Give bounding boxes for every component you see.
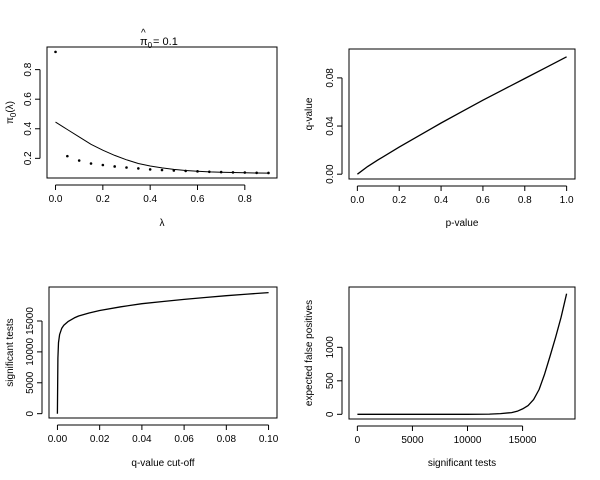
x-tick-label: 0.02	[90, 434, 110, 445]
y-axis-label: significant tests	[5, 318, 16, 386]
title-subscript: 0	[148, 41, 153, 50]
title-hat: ^	[141, 28, 146, 39]
series-line-sigtests	[56, 291, 269, 414]
y-tick-label: 500	[325, 372, 336, 389]
y-label-subscript: 0	[9, 112, 18, 117]
pi0-estimate-point	[89, 162, 93, 165]
x-axis-label: significant tests	[428, 458, 496, 469]
x-axis: 0 5000 10000 15000	[355, 425, 537, 446]
y-tick-label: 0.04	[325, 116, 336, 136]
plot-frame	[46, 46, 278, 179]
y-axis-label: π0(λ)	[5, 101, 18, 124]
data-layer	[357, 293, 568, 415]
panel-qvalue: 0.0 0.2 0.4 0.6 0.8 1.0 0.00 0.04 0.08 p-value q-v…	[304, 48, 576, 229]
x-tick-label: 0.6	[191, 194, 205, 205]
y-tick-label: 0.8	[23, 62, 34, 76]
y-axis: 0.00 0.04 0.08	[325, 68, 343, 184]
y-axis-label: q-value	[304, 97, 315, 130]
x-tick-label: 0.8	[518, 195, 532, 206]
series-line-falsepos	[357, 293, 568, 415]
pi0-estimate-point	[125, 166, 128, 169]
pi0-estimate-point	[54, 50, 57, 54]
pi0-estimate-point	[148, 168, 152, 171]
x-tick-label: 0.0	[350, 195, 364, 206]
x-tick-label: 0.0	[49, 194, 63, 205]
title-symbol: π	[140, 36, 148, 48]
panel-sigtests: 0.00 0.02 0.04 0.06 0.08 0.10 0 5000 10000 15000 q…	[5, 286, 279, 469]
y-tick-label: 0.4	[23, 121, 34, 135]
smoother-curve	[55, 121, 269, 174]
y-tick-label: 1000	[325, 336, 336, 359]
x-axis: 0.0 0.2 0.4 0.6 0.8 1.0	[350, 185, 574, 206]
plot-frame	[48, 286, 278, 419]
y-axis: 0 5000 10000 15000	[25, 307, 43, 416]
y-axis: 0 500 1000	[325, 336, 343, 417]
x-axis-label: λ	[160, 218, 165, 229]
title-text: π0= 0.1	[140, 36, 178, 50]
plot-frame	[348, 48, 576, 180]
x-tick-label: 0.00	[48, 434, 68, 445]
x-tick-label: 0.8	[238, 194, 252, 205]
x-tick-label: 0.6	[476, 195, 490, 206]
panel-falsepos: 0 5000 10000 15000 0 500 1000 significant tests…	[304, 286, 576, 469]
plot-frame	[348, 286, 576, 420]
series-line-qvalue	[357, 56, 567, 175]
x-axis: 0.00 0.02 0.04 0.06 0.08 0.10	[48, 424, 279, 445]
y-tick-label: 0.6	[23, 92, 34, 106]
x-tick-label: 0.2	[96, 194, 110, 205]
data-layer	[56, 291, 269, 414]
pi0-estimate-point	[66, 154, 69, 158]
data-layer	[357, 56, 567, 175]
pi0-estimate-point	[113, 165, 116, 168]
y-label-symbol: π	[5, 117, 16, 124]
x-tick-label: 0	[355, 435, 361, 446]
y-tick-label: 0	[25, 410, 36, 416]
x-tick-label: 15000	[509, 435, 537, 446]
x-tick-label: 10000	[454, 435, 482, 446]
pi0-estimate-point	[77, 159, 81, 162]
y-tick-label: 0.2	[23, 151, 34, 165]
x-tick-label: 0.4	[143, 194, 157, 205]
x-tick-label: 0.2	[392, 195, 406, 206]
pi0-estimate-point	[137, 167, 140, 170]
y-tick-label: 5000	[25, 371, 36, 394]
y-tick-label: 10000	[25, 338, 36, 366]
x-tick-label: 1.0	[560, 195, 574, 206]
y-tick-label: 15000	[25, 307, 36, 335]
pi0-estimate-point	[101, 163, 105, 167]
x-tick-label: 0.04	[132, 434, 152, 445]
x-axis: 0.0 0.2 0.4 0.6 0.8	[49, 184, 252, 205]
x-axis-label: q-value cut-off	[131, 458, 194, 469]
x-axis-label: p-value	[446, 218, 479, 229]
x-tick-label: 5000	[401, 435, 424, 446]
y-label-tail: (λ)	[5, 101, 16, 113]
x-tick-label: 0.08	[217, 434, 237, 445]
x-tick-label: 0.4	[434, 195, 448, 206]
x-tick-label: 0.06	[174, 434, 194, 445]
y-tick-label: 0	[325, 411, 336, 417]
y-axis-label: expected false positives	[304, 300, 315, 406]
chart-title: π0= 0.1^	[140, 28, 178, 50]
x-tick-label: 0.10	[259, 434, 279, 445]
data-layer	[54, 50, 270, 175]
y-axis: 0.2 0.4 0.6 0.8	[23, 62, 41, 165]
y-tick-label: 0.08	[325, 68, 336, 88]
pi0-estimate-point	[160, 168, 164, 172]
title-value: = 0.1	[153, 36, 178, 48]
y-tick-label: 0.00	[325, 164, 336, 184]
